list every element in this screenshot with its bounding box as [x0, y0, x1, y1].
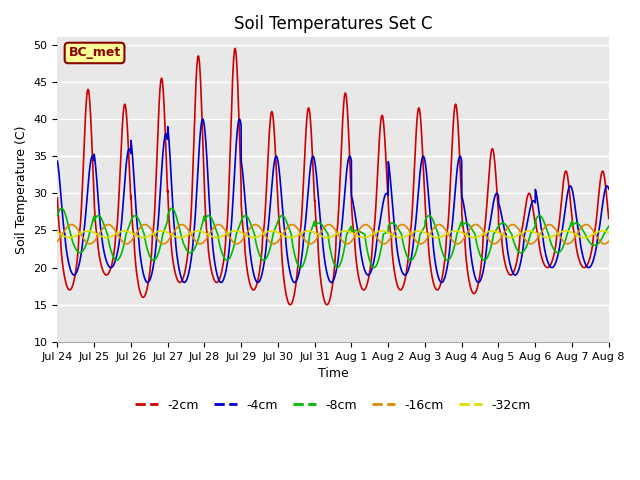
- -16cm: [600, 241, 608, 247]
- -2cm: [553, 232, 561, 238]
- Line: -16cm: -16cm: [58, 225, 609, 244]
- -2cm: [387, 231, 395, 237]
- -4cm: [605, 186, 612, 192]
- -8cm: [168, 205, 175, 211]
- -16cm: [54, 239, 61, 244]
- -2cm: [207, 267, 215, 273]
- Line: -4cm: -4cm: [58, 119, 609, 283]
- Line: -8cm: -8cm: [58, 208, 609, 268]
- -16cm: [207, 228, 215, 234]
- -4cm: [553, 257, 561, 263]
- -8cm: [397, 230, 404, 236]
- -4cm: [474, 280, 482, 286]
- Line: -2cm: -2cm: [58, 48, 609, 305]
- -32cm: [54, 229, 61, 235]
- -2cm: [172, 271, 179, 277]
- -16cm: [605, 239, 612, 244]
- -32cm: [553, 231, 561, 237]
- -16cm: [553, 228, 561, 234]
- -4cm: [605, 186, 612, 192]
- Title: Soil Temperatures Set C: Soil Temperatures Set C: [234, 15, 433, 33]
- -32cm: [387, 231, 395, 237]
- -2cm: [397, 287, 404, 293]
- -8cm: [54, 213, 61, 218]
- X-axis label: Time: Time: [317, 367, 348, 380]
- -4cm: [54, 158, 61, 164]
- -32cm: [66, 235, 74, 240]
- -16cm: [172, 227, 179, 232]
- -2cm: [231, 46, 239, 51]
- -32cm: [207, 233, 215, 239]
- Text: BC_met: BC_met: [68, 47, 121, 60]
- -4cm: [387, 183, 395, 189]
- -16cm: [68, 222, 76, 228]
- -32cm: [605, 229, 612, 235]
- -16cm: [387, 235, 395, 240]
- -32cm: [605, 229, 612, 235]
- -8cm: [297, 265, 305, 271]
- Legend: -2cm, -4cm, -8cm, -16cm, -32cm: -2cm, -4cm, -8cm, -16cm, -32cm: [130, 394, 536, 417]
- -2cm: [54, 195, 61, 201]
- -2cm: [605, 216, 612, 221]
- -8cm: [553, 250, 561, 255]
- -8cm: [605, 223, 612, 229]
- -2cm: [287, 302, 294, 308]
- -4cm: [207, 229, 215, 235]
- -32cm: [599, 228, 607, 234]
- Line: -32cm: -32cm: [58, 231, 609, 238]
- -4cm: [397, 264, 404, 270]
- -16cm: [605, 239, 612, 244]
- -8cm: [172, 212, 179, 217]
- -8cm: [605, 224, 612, 229]
- -16cm: [397, 222, 404, 228]
- -8cm: [207, 216, 215, 221]
- -32cm: [397, 235, 404, 240]
- -32cm: [172, 234, 179, 240]
- Y-axis label: Soil Temperature (C): Soil Temperature (C): [15, 125, 28, 254]
- -4cm: [172, 238, 179, 244]
- -8cm: [387, 220, 395, 226]
- -4cm: [199, 116, 207, 122]
- -2cm: [605, 214, 612, 220]
